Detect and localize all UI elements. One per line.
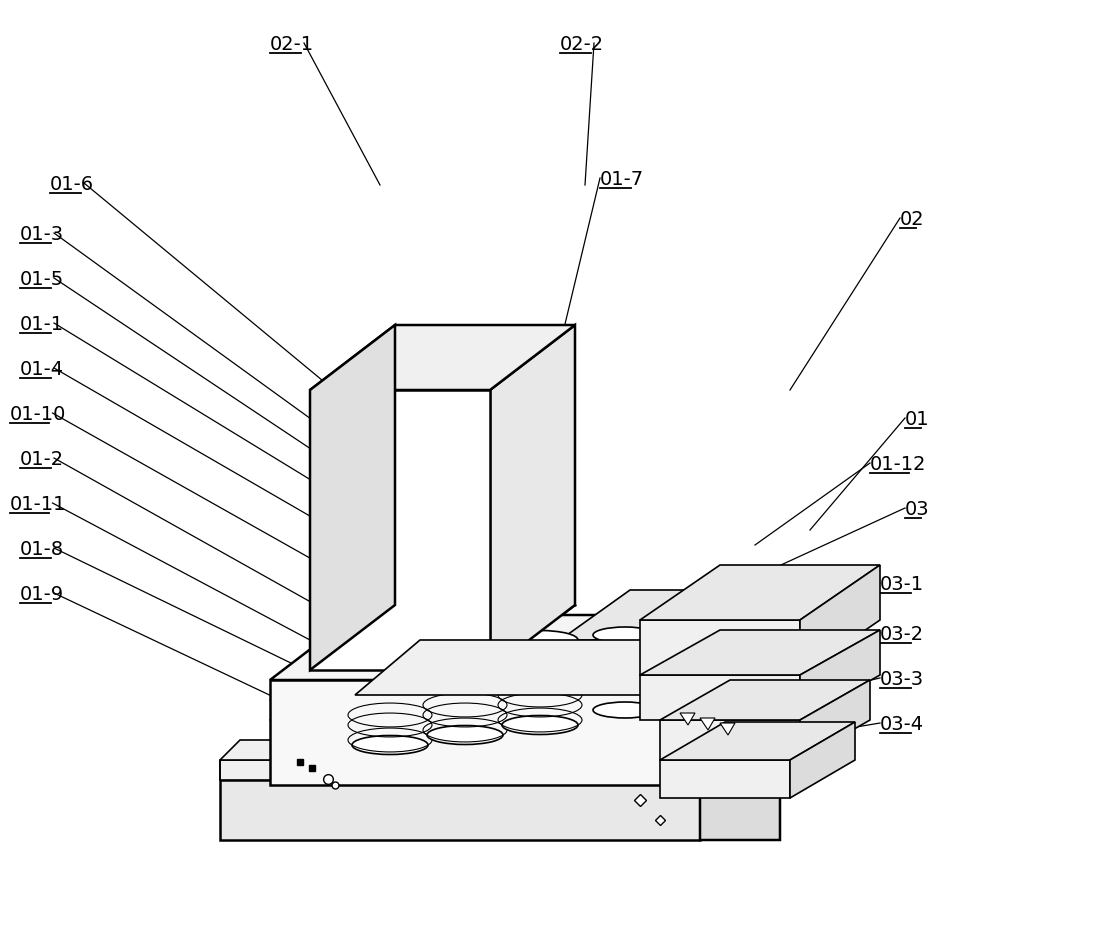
Polygon shape	[790, 722, 855, 798]
Polygon shape	[220, 740, 310, 760]
Polygon shape	[700, 718, 715, 730]
Text: 01-5: 01-5	[20, 270, 64, 289]
Text: 01-12: 01-12	[870, 455, 927, 474]
Polygon shape	[310, 325, 396, 670]
Text: 01-9: 01-9	[20, 585, 64, 604]
Text: 01-1: 01-1	[20, 315, 64, 334]
Ellipse shape	[502, 630, 578, 650]
Polygon shape	[310, 325, 575, 390]
Text: 01-2: 01-2	[20, 450, 64, 469]
Polygon shape	[680, 713, 695, 725]
Polygon shape	[660, 680, 870, 720]
Ellipse shape	[502, 716, 578, 734]
Text: 03: 03	[905, 500, 930, 519]
Polygon shape	[700, 615, 785, 785]
Text: 02: 02	[900, 210, 924, 229]
Polygon shape	[560, 590, 760, 640]
Polygon shape	[220, 760, 290, 780]
Text: 01-11: 01-11	[10, 495, 67, 514]
Ellipse shape	[352, 651, 428, 670]
Ellipse shape	[427, 640, 503, 659]
Text: 03-1: 03-1	[880, 575, 924, 594]
Text: 01-3: 01-3	[20, 225, 64, 244]
Polygon shape	[640, 620, 800, 675]
Text: 01-10: 01-10	[10, 405, 67, 424]
Text: 01-4: 01-4	[20, 360, 64, 379]
Ellipse shape	[593, 702, 657, 718]
Polygon shape	[640, 565, 880, 620]
Text: 01-7: 01-7	[600, 170, 644, 189]
Text: 01: 01	[905, 410, 930, 429]
Text: 01-8: 01-8	[20, 540, 64, 559]
Polygon shape	[700, 720, 780, 840]
Polygon shape	[270, 615, 785, 680]
Text: 03-3: 03-3	[880, 670, 924, 689]
Polygon shape	[640, 675, 800, 720]
Text: 02-2: 02-2	[560, 35, 604, 54]
Ellipse shape	[352, 735, 428, 755]
Ellipse shape	[593, 627, 657, 643]
Polygon shape	[356, 640, 760, 695]
Polygon shape	[800, 680, 870, 760]
Polygon shape	[310, 390, 490, 670]
Polygon shape	[720, 723, 735, 735]
Polygon shape	[800, 565, 880, 675]
Polygon shape	[660, 720, 800, 760]
Polygon shape	[270, 680, 700, 785]
Polygon shape	[220, 780, 700, 840]
Text: 02-1: 02-1	[270, 35, 314, 54]
Ellipse shape	[427, 726, 503, 745]
Polygon shape	[640, 630, 880, 675]
Polygon shape	[220, 720, 780, 780]
Text: 03-2: 03-2	[880, 625, 924, 644]
Text: 01-6: 01-6	[50, 175, 94, 194]
Polygon shape	[660, 722, 855, 760]
Polygon shape	[800, 630, 880, 720]
Text: 03-4: 03-4	[880, 715, 924, 734]
Polygon shape	[490, 325, 575, 670]
Polygon shape	[660, 760, 790, 798]
